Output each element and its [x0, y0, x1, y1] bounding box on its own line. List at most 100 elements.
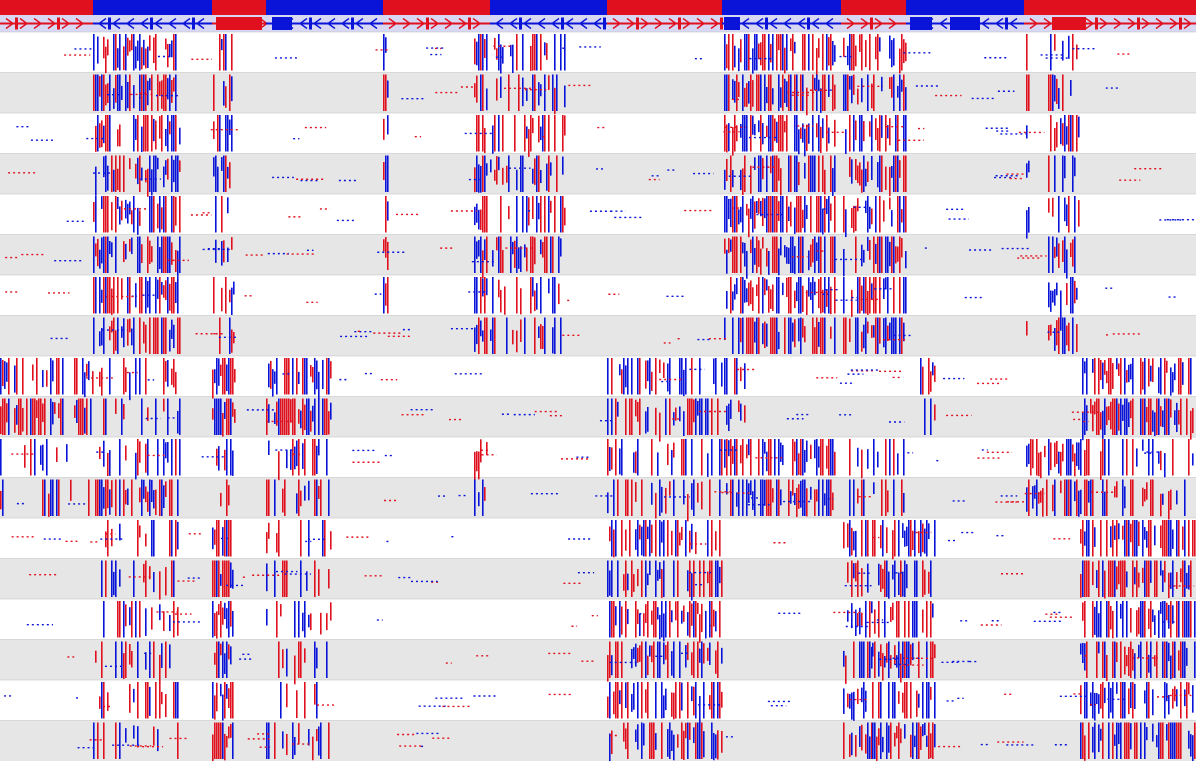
read-segment: [143, 321, 145, 344]
read-segment: [845, 655, 847, 684]
read-segment: [766, 323, 768, 347]
read-segment: [1080, 685, 1082, 715]
read-segment: [1028, 160, 1030, 173]
read-segment: [738, 479, 740, 516]
read-segment: [728, 440, 730, 457]
read-segment: [103, 682, 105, 719]
read-segment: [1112, 560, 1114, 597]
read-segment: [1162, 520, 1164, 557]
read-segment: [914, 520, 916, 557]
read-segment: [536, 283, 538, 310]
read-segment: [908, 601, 910, 638]
read-segment: [1130, 523, 1132, 543]
read-segment: [1130, 608, 1132, 633]
exon-tick: [807, 17, 810, 30]
read-segment: [157, 279, 159, 299]
read-segment: [1154, 525, 1156, 546]
read-segment: [117, 74, 119, 111]
read-segment: [814, 489, 816, 516]
read-row-pileup-7: [5, 277, 1178, 319]
read-segment: [139, 236, 141, 273]
read-segment: [1184, 560, 1186, 597]
read-segment: [863, 479, 865, 516]
read-segment: [480, 320, 482, 337]
read-segment: [530, 115, 532, 152]
read-segment: [161, 207, 163, 230]
read-segment: [127, 488, 129, 505]
read-segment: [93, 317, 95, 354]
read-segment: [715, 531, 717, 551]
read-segment: [1194, 722, 1196, 759]
read-segment: [498, 236, 500, 273]
read-segment: [1064, 479, 1066, 516]
read-segment: [853, 74, 855, 95]
read-segment: [851, 289, 853, 317]
read-segment: [99, 371, 101, 387]
read-segment: [157, 74, 159, 111]
read-segment: [861, 285, 863, 311]
read-segment: [159, 604, 161, 621]
read-segment: [742, 479, 744, 516]
read-segment: [107, 277, 109, 314]
read-segment: [855, 609, 857, 636]
read-segment: [1098, 613, 1100, 638]
read-segment: [804, 34, 806, 71]
read-segment: [474, 83, 476, 98]
read-segment: [711, 520, 713, 557]
read-row-14: [0, 558, 1196, 599]
read-segment: [123, 46, 125, 71]
read-segment: [482, 330, 484, 342]
read-segment: [788, 317, 790, 354]
read-segment: [920, 726, 922, 750]
read-segment: [1178, 601, 1180, 638]
read-segment: [669, 601, 671, 638]
read-segment: [1150, 398, 1152, 435]
read-segment: [145, 277, 147, 314]
read-segment: [732, 170, 734, 188]
read-segment: [667, 363, 669, 392]
read-segment: [231, 237, 233, 250]
read-segment: [693, 399, 695, 423]
read-segment: [532, 236, 534, 273]
read-segment: [778, 115, 780, 152]
read-segment: [671, 651, 673, 676]
read-segment: [1062, 74, 1064, 111]
read-row-12: [0, 477, 1196, 518]
read-segment: [139, 487, 141, 503]
read-segment: [117, 277, 119, 314]
read-segment: [129, 684, 131, 713]
read-segment: [730, 277, 732, 314]
read-segment: [746, 115, 748, 152]
read-segment: [216, 398, 218, 435]
read-segment: [111, 528, 113, 547]
annotation-track[interactable]: [0, 0, 1196, 32]
read-segment: [562, 196, 564, 233]
read-segment: [867, 290, 869, 315]
read-segment: [1066, 325, 1068, 346]
read-segment: [1162, 410, 1164, 428]
read-segment: [145, 324, 147, 353]
read-segment: [824, 493, 826, 506]
read-segment: [726, 405, 728, 425]
read-segment: [177, 277, 179, 314]
read-segment: [1094, 606, 1096, 635]
read-segment: [276, 358, 278, 395]
read-segment: [143, 479, 145, 499]
strand-chevron: [111, 17, 121, 30]
read-segment: [726, 249, 728, 274]
read-segment: [1170, 520, 1172, 557]
read-segment: [534, 74, 536, 111]
read-segment: [808, 277, 810, 297]
read-segment: [651, 722, 653, 759]
read-segment: [740, 318, 742, 343]
read-segment: [609, 601, 611, 638]
read-segment: [314, 479, 316, 516]
read-segment: [1186, 682, 1188, 719]
read-segment: [932, 722, 934, 759]
read-segment: [1188, 520, 1190, 557]
read-row-3: [0, 113, 1196, 154]
read-segment: [633, 682, 635, 710]
read-segment: [296, 493, 298, 514]
